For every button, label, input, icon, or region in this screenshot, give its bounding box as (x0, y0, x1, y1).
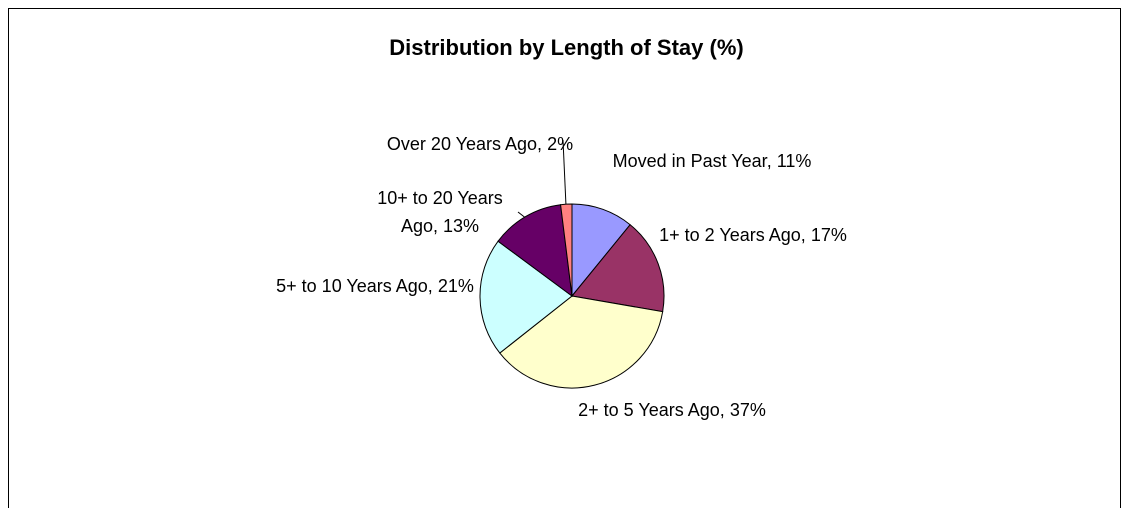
pie-slice (560, 203, 573, 297)
data-label: 5+ to 10 Years Ago, 21% (265, 272, 485, 300)
data-label: 1+ to 2 Years Ago, 17% (653, 221, 853, 249)
value-label: 13% (443, 216, 480, 236)
category-label: 10+ to 20 Years Ago (377, 188, 503, 236)
chart-title: Distribution by Length of Stay (%) (389, 35, 744, 60)
data-label: Moved in Past Year, 11% (612, 147, 812, 175)
category-label: 2+ to 5 Years Ago (578, 400, 720, 420)
label-separator: , (537, 134, 543, 154)
leader-line (562, 139, 567, 207)
pie-slice (497, 204, 573, 298)
value-label: 21% (437, 276, 474, 296)
label-separator: , (719, 400, 725, 420)
label-separator: , (432, 216, 438, 236)
category-label: Over 20 Years Ago (386, 134, 538, 154)
data-label: 2+ to 5 Years Ago, 37% (572, 396, 772, 424)
category-label: Moved in Past Year (612, 151, 767, 171)
value-label: 11% (776, 151, 812, 171)
pie-slice (499, 295, 664, 389)
category-label: 5+ to 10 Years Ago (276, 276, 428, 296)
label-separator: , (427, 276, 433, 296)
label-separator: , (800, 225, 806, 245)
value-label: 2% (547, 134, 574, 154)
data-label: 10+ to 20 Years Ago, 13% (360, 184, 520, 240)
value-label: 17% (810, 225, 847, 245)
pie-slice (479, 240, 573, 354)
chart-frame (8, 8, 1121, 508)
pie-slice (571, 224, 665, 313)
category-label: 1+ to 2 Years Ago (659, 225, 801, 245)
data-label: Over 20 Years Ago, 2% (380, 130, 580, 158)
label-separator: , (766, 151, 772, 171)
value-label: 37% (729, 400, 766, 420)
